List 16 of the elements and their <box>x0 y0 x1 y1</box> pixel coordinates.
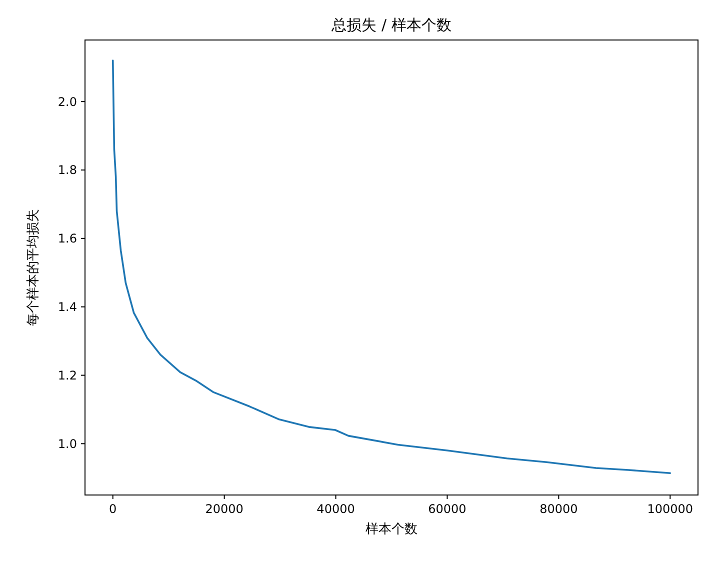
y-tick-label: 1.4 <box>58 300 77 314</box>
y-tick-label: 1.6 <box>58 232 77 246</box>
y-axis-title: 每个样本的平均损失 <box>26 209 41 326</box>
x-axis-title: 样本个数 <box>366 522 418 537</box>
y-tick-label: 1.8 <box>58 163 77 178</box>
y-tick-label: 1.0 <box>58 436 77 451</box>
x-tick-label: 40000 <box>316 502 355 516</box>
y-tick-label: 1.2 <box>58 368 77 382</box>
x-tick-label: 60000 <box>428 502 466 516</box>
x-tick-label: 20000 <box>205 502 244 516</box>
x-tick-label: 80000 <box>540 502 578 516</box>
chart-title: 总损失 / 样本个数 <box>330 16 452 34</box>
y-tick-label: 2.0 <box>58 94 77 109</box>
line-series <box>112 60 672 474</box>
x-tick-label: 100000 <box>647 502 694 516</box>
x-tick-label: 0 <box>109 502 117 516</box>
